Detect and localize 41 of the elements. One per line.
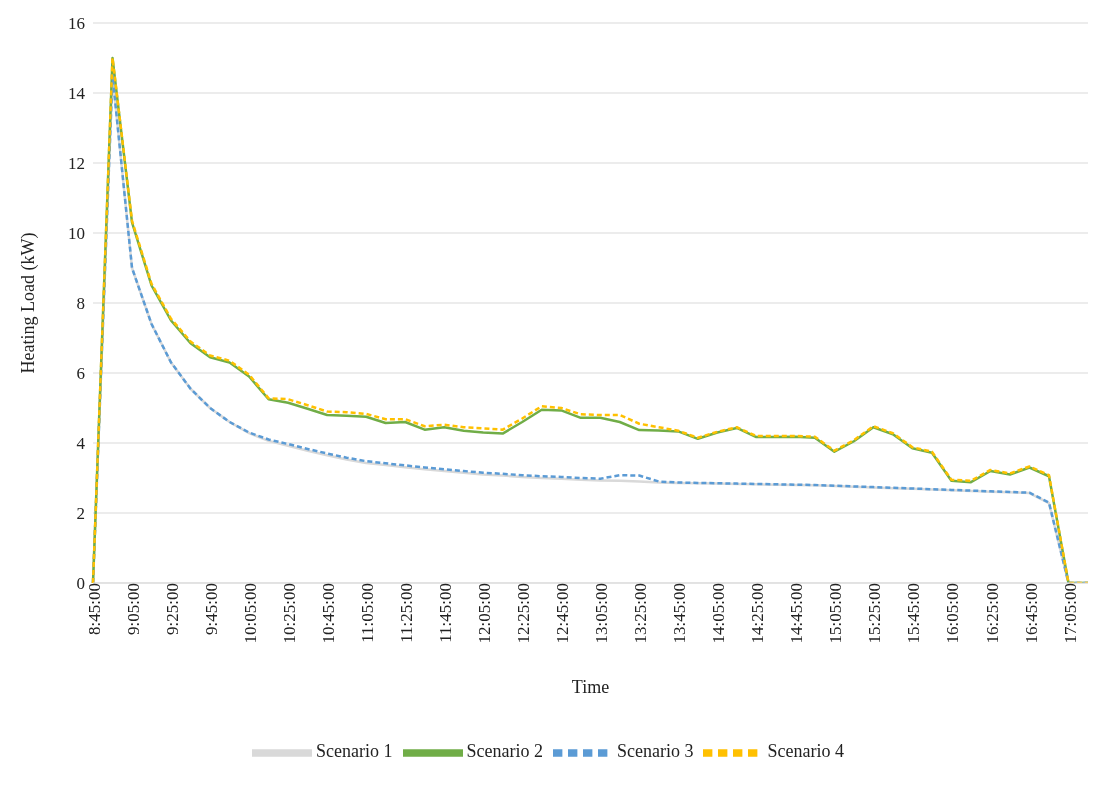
x-tick-label: 9:45:00 (202, 583, 222, 635)
legend-label: Scenario 3 (617, 741, 694, 762)
x-tick-label: 10:45:00 (319, 583, 339, 644)
legend-label: Scenario 4 (767, 741, 844, 762)
x-tick-label: 13:45:00 (670, 583, 690, 644)
legend-label: Scenario 2 (466, 741, 543, 762)
x-tick-label: 9:05:00 (124, 583, 144, 635)
y-tick-label: 12 (68, 154, 85, 174)
x-tick-label: 16:25:00 (982, 583, 1002, 644)
x-tick-label: 12:45:00 (553, 583, 573, 644)
x-tick-label: 10:05:00 (241, 583, 261, 644)
x-tick-label: 11:25:00 (397, 583, 417, 643)
x-tick-label: 13:25:00 (631, 583, 651, 644)
x-tick-label: 15:45:00 (904, 583, 924, 644)
legend-label: Scenario 1 (316, 741, 393, 762)
x-tick-label: 12:05:00 (475, 583, 495, 644)
y-tick-label: 2 (76, 504, 85, 524)
x-tick-label: 8:45:00 (85, 583, 105, 635)
x-tick-label: 16:45:00 (1021, 583, 1041, 644)
y-tick-label: 0 (76, 574, 85, 594)
x-tick-label: 12:25:00 (514, 583, 534, 644)
x-tick-label: 16:05:00 (943, 583, 963, 644)
x-tick-label: 17:05:00 (1060, 583, 1080, 644)
x-axis-title: Time (571, 677, 610, 697)
x-tick-label: 11:45:00 (436, 583, 456, 643)
x-tick-label: 13:05:00 (592, 583, 612, 644)
y-tick-label: 14 (68, 84, 86, 104)
y-tick-label: 6 (76, 364, 85, 384)
x-tick-label: 14:45:00 (787, 583, 807, 644)
x-tick-label: 9:25:00 (163, 583, 183, 635)
x-tick-label: 14:05:00 (709, 583, 729, 644)
y-tick-label: 4 (76, 434, 86, 454)
y-axis-title: Heating Load (kW) (18, 232, 40, 374)
x-tick-label: 11:05:00 (358, 583, 378, 643)
y-tick-label: 10 (68, 224, 85, 244)
y-tick-label: 16 (68, 14, 85, 34)
x-tick-label: 15:25:00 (865, 583, 885, 644)
x-tick-label: 14:25:00 (748, 583, 768, 644)
y-tick-label: 8 (76, 294, 85, 314)
x-tick-label: 15:05:00 (826, 583, 846, 644)
x-tick-label: 10:25:00 (280, 583, 300, 644)
